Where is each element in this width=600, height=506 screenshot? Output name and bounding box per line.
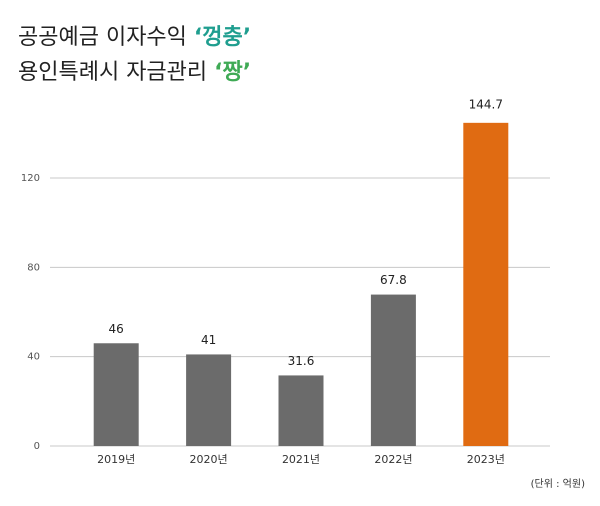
x-tick-label: 2020년 xyxy=(190,453,228,466)
x-tick-label: 2023년 xyxy=(467,453,505,466)
bar xyxy=(278,375,324,446)
x-tick-label: 2019년 xyxy=(97,453,135,466)
title-text: 용인특례시 자금관리 xyxy=(18,60,207,85)
value-label: 67.8 xyxy=(380,273,407,287)
bar xyxy=(93,343,139,446)
title-text: 공공예금 이자수익 xyxy=(18,25,187,50)
title-highlight: ‘껑충’ xyxy=(194,25,251,50)
bar xyxy=(186,354,232,446)
y-tick-label: 120 xyxy=(21,173,40,184)
title-line: 용인특례시 자금관리 ‘짱’ xyxy=(18,60,251,85)
y-tick-label: 40 xyxy=(27,352,40,363)
title-highlight: ‘짱’ xyxy=(214,60,251,85)
bar xyxy=(370,294,416,446)
bar xyxy=(463,122,509,446)
y-tick-label: 0 xyxy=(34,441,40,452)
value-label: 31.6 xyxy=(288,354,315,368)
value-label: 41 xyxy=(201,333,216,347)
unit-note: (단위 : 억원) xyxy=(531,477,585,490)
y-tick-label: 80 xyxy=(27,262,40,273)
value-label: 144.7 xyxy=(469,97,503,111)
title-line: 공공예금 이자수익 ‘껑충’ xyxy=(18,25,251,50)
x-tick-label: 2022년 xyxy=(374,453,412,466)
value-label: 46 xyxy=(109,322,124,336)
x-tick-label: 2021년 xyxy=(282,453,320,466)
